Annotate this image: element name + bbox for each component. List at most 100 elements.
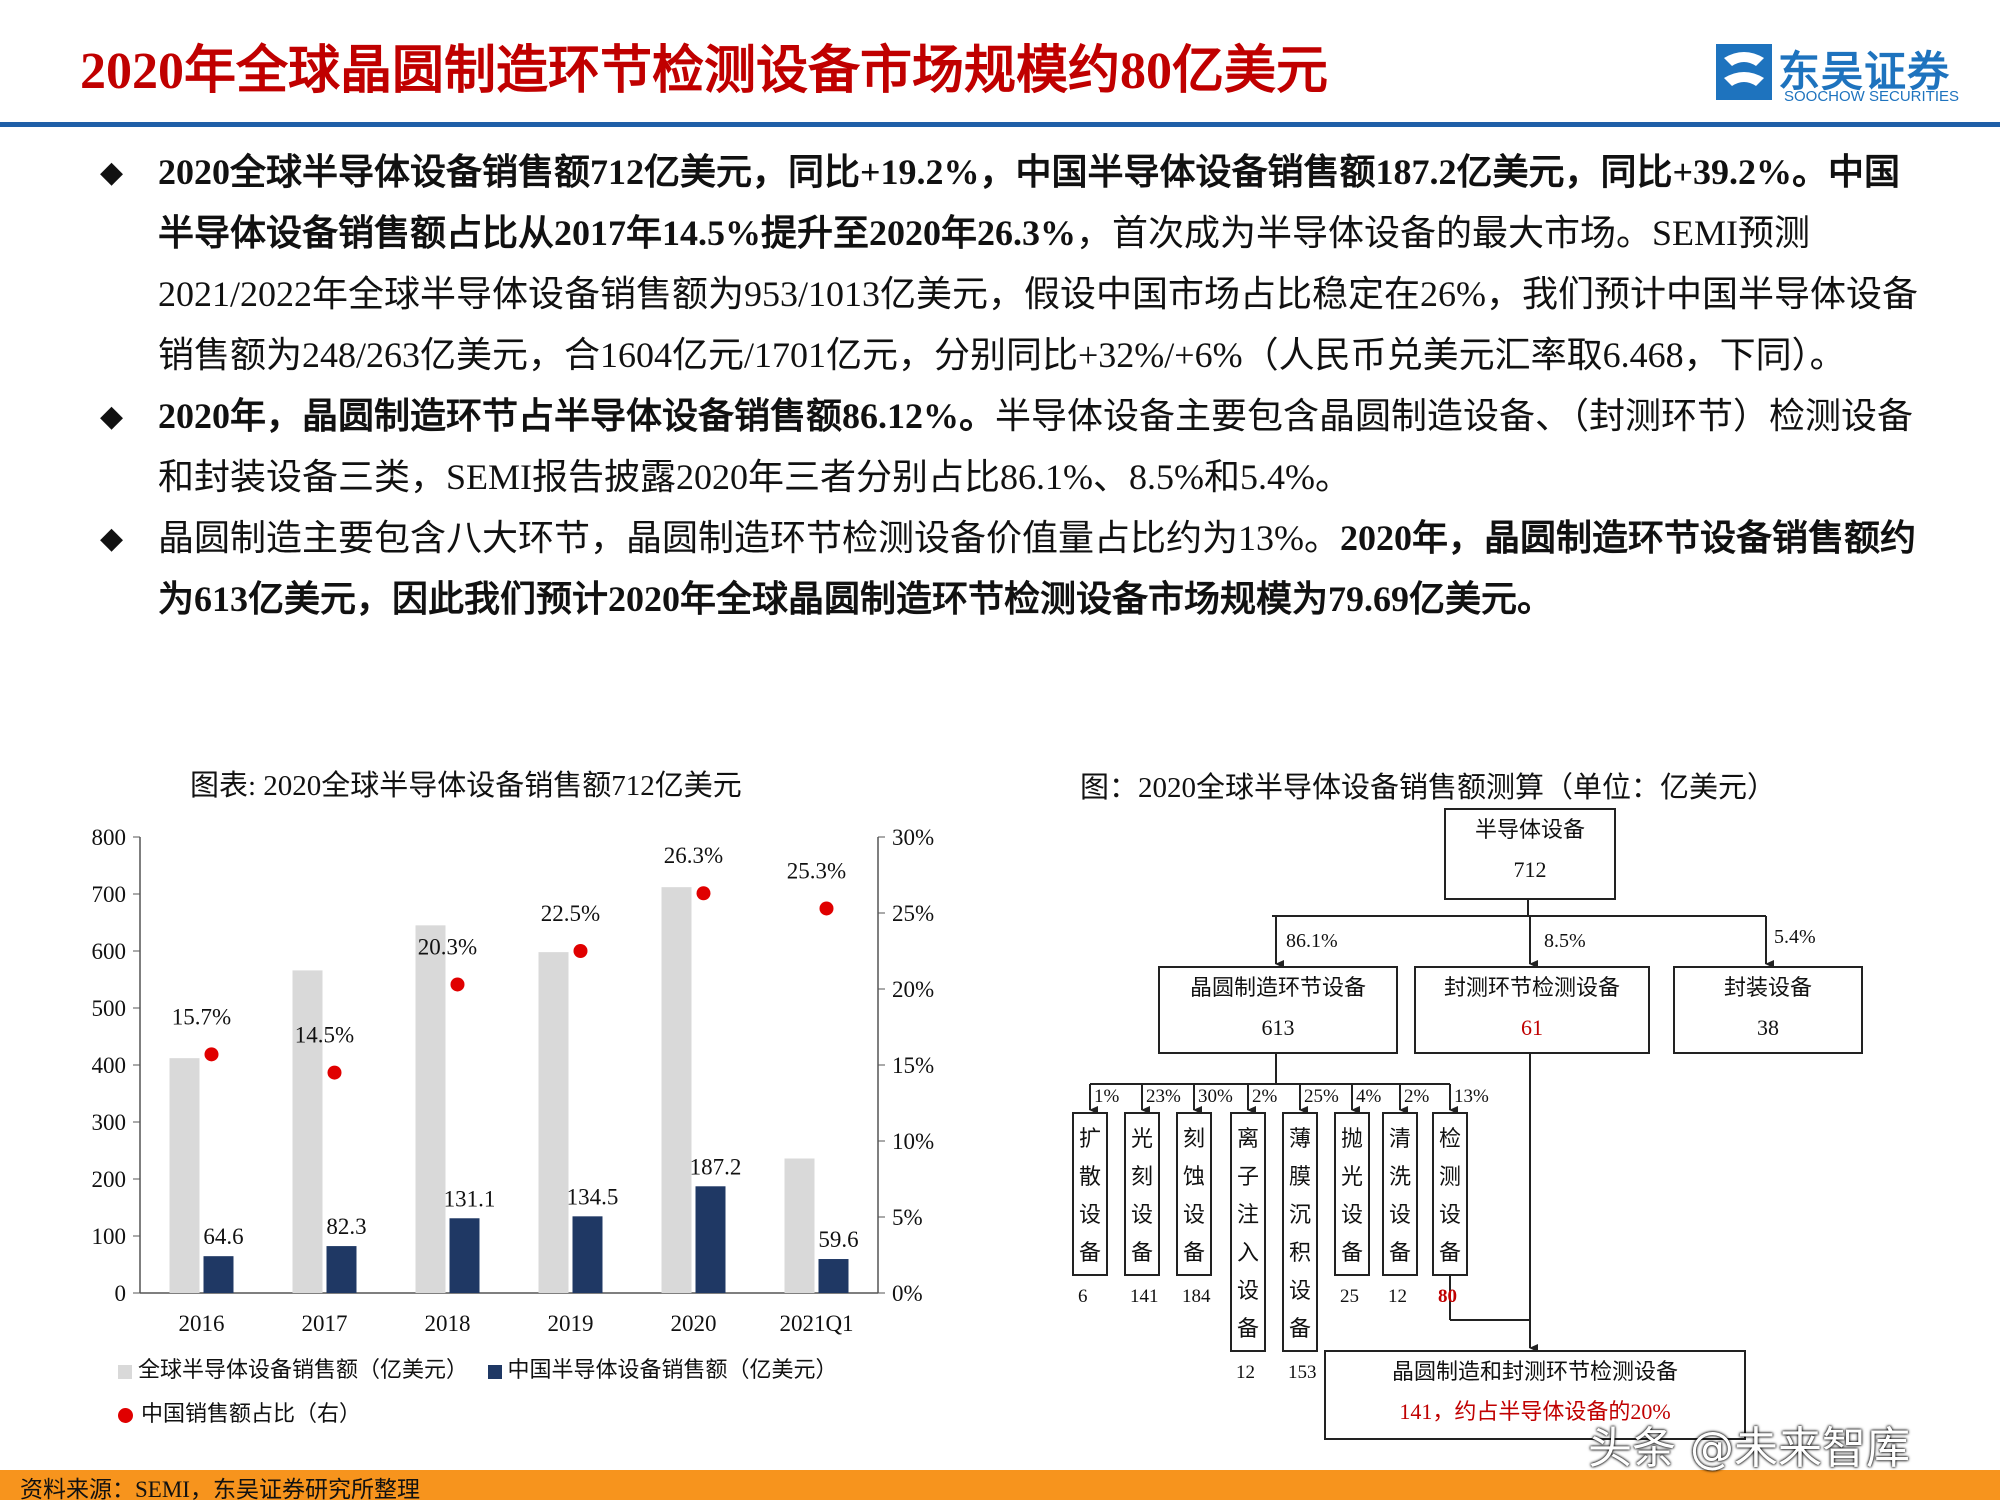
edge-pct-label: 2% bbox=[1404, 1086, 1430, 1107]
y-tick-label: 200 bbox=[92, 1167, 127, 1192]
x-tick-label: 2019 bbox=[548, 1311, 594, 1336]
node-level2: 薄膜沉积设备 bbox=[1282, 1112, 1318, 1352]
x-tick-label: 2016 bbox=[179, 1311, 225, 1336]
vertical-char: 光 bbox=[1340, 1164, 1363, 1189]
node-level2: 光刻设备 bbox=[1124, 1112, 1160, 1276]
node-level1: 封装设备 38 bbox=[1673, 966, 1863, 1054]
node-value: 613 bbox=[1261, 1015, 1295, 1040]
node-value: 61 bbox=[1521, 1015, 1543, 1040]
legend-label-global: 全球半导体设备销售额（亿美元） bbox=[138, 1357, 469, 1382]
y-tick-label: 0 bbox=[115, 1281, 127, 1306]
bar-global bbox=[538, 952, 569, 1293]
edge-pct-label: 5.4% bbox=[1774, 926, 1816, 948]
edge-pct-label: 30% bbox=[1198, 1086, 1233, 1107]
x-tick-label: 2021Q1 bbox=[779, 1311, 853, 1336]
vertical-char: 清 bbox=[1388, 1126, 1411, 1151]
y-tick-label: 400 bbox=[92, 1053, 127, 1078]
x-tick-label: 2017 bbox=[302, 1311, 348, 1336]
node-summary-value: 141，约占半导体设备的20% bbox=[1399, 1399, 1671, 1424]
legend-swatch-global bbox=[118, 1364, 132, 1379]
edge-pct-label: 1% bbox=[1094, 1086, 1120, 1107]
vertical-char: 设 bbox=[1438, 1202, 1461, 1227]
y-tick-label: 600 bbox=[92, 939, 127, 964]
vertical-char: 备 bbox=[1130, 1240, 1153, 1265]
node-level2-value: 6 bbox=[1078, 1286, 1088, 1307]
bar-china-label: 59.6 bbox=[818, 1227, 858, 1252]
bar-global bbox=[661, 887, 692, 1293]
node-level2: 清洗设备 bbox=[1382, 1112, 1418, 1276]
chart-title: 图表: 2020全球半导体设备销售额712亿美元 bbox=[190, 770, 742, 802]
legend-label-china: 中国半导体设备销售额（亿美元） bbox=[507, 1357, 838, 1382]
vertical-char: 备 bbox=[1182, 1240, 1205, 1265]
node-level2: 离子注入设备 bbox=[1230, 1112, 1266, 1352]
bullet-item: ◆ 2020年，晶圆制造环节占半导体设备销售额86.12%。半导体设备主要包含晶圆… bbox=[96, 386, 1926, 508]
company-logo: 东吴证券 SOOCHOW SECURITIES bbox=[1716, 44, 1970, 106]
vertical-char: 设 bbox=[1182, 1202, 1205, 1227]
chart-legend: 全球半导体设备销售额（亿美元） 中国半导体设备销售额（亿美元） 中国销售额占比（… bbox=[118, 1352, 838, 1440]
y2-tick-label: 15% bbox=[892, 1053, 934, 1078]
bullet-list: ◆ 2020全球半导体设备销售额712亿美元，同比+19.2%，中国半导体设备销售… bbox=[96, 142, 1926, 630]
node-level2: 扩散设备 bbox=[1072, 1112, 1108, 1276]
share-point-label: 26.3% bbox=[664, 843, 723, 868]
footer-source: 资料来源：SEMI，东吴证券研究所整理 bbox=[20, 1477, 420, 1502]
vertical-char: 入 bbox=[1236, 1240, 1259, 1265]
share-point-label: 22.5% bbox=[541, 901, 600, 926]
vertical-char: 设 bbox=[1340, 1202, 1363, 1227]
bar-global bbox=[169, 1058, 200, 1293]
x-tick-label: 2020 bbox=[671, 1311, 717, 1336]
bullet-text: 半导体设备主要包含晶圆制造设备、（封测环节）检测设备和封装设备三类，SEMI报告… bbox=[158, 396, 1914, 497]
header-divider bbox=[0, 122, 2000, 127]
bar-china-label: 187.2 bbox=[690, 1154, 742, 1179]
bullet-text: ，首次成为半导体设备的最大市场。SEMI预测2021/2022年全球半导体设备销… bbox=[158, 213, 1918, 375]
bar-china bbox=[203, 1256, 234, 1293]
bar-china bbox=[695, 1186, 726, 1293]
node-level1: 封测环节检测设备 61 bbox=[1414, 966, 1650, 1054]
y-tick-label: 300 bbox=[92, 1110, 127, 1135]
node-level2-value: 12 bbox=[1236, 1362, 1255, 1383]
vertical-char: 备 bbox=[1438, 1240, 1461, 1265]
y-tick-label: 500 bbox=[92, 996, 127, 1021]
vertical-char: 扩 bbox=[1078, 1126, 1101, 1151]
bar-global bbox=[415, 925, 446, 1293]
y-tick-label: 100 bbox=[92, 1224, 127, 1249]
share-point-label: 14.5% bbox=[295, 1023, 354, 1048]
edge-pct-label: 25% bbox=[1304, 1086, 1339, 1107]
vertical-char: 薄 bbox=[1288, 1126, 1311, 1151]
node-level2-value: 80 bbox=[1438, 1286, 1457, 1307]
node-name: 封装设备 bbox=[1723, 975, 1812, 1000]
diamond-bullet-icon: ◆ bbox=[100, 155, 124, 190]
y2-tick-label: 0% bbox=[892, 1281, 923, 1306]
node-root-name: 半导体设备 bbox=[1474, 817, 1585, 842]
bar-china bbox=[326, 1246, 357, 1293]
sales-chart: 0 100 200 300 400 500 600 700 800 0% 5% 10% 15% 20% 25… bbox=[92, 825, 935, 1336]
bar-china-label: 82.3 bbox=[326, 1214, 366, 1239]
vertical-char: 设 bbox=[1078, 1202, 1101, 1227]
vertical-char: 子 bbox=[1236, 1164, 1259, 1189]
vertical-char: 积 bbox=[1288, 1240, 1311, 1265]
y-tick-label: 800 bbox=[92, 825, 127, 850]
vertical-char: 设 bbox=[1388, 1202, 1411, 1227]
node-level2: 抛光设备 bbox=[1334, 1112, 1370, 1276]
legend-item-share: 中国销售额占比（右） bbox=[118, 1396, 838, 1440]
share-point bbox=[327, 1065, 342, 1080]
vertical-char: 备 bbox=[1236, 1316, 1259, 1341]
bar-china-label: 134.5 bbox=[567, 1184, 619, 1209]
y2-tick-label: 10% bbox=[892, 1129, 934, 1154]
legend-swatch-china bbox=[487, 1364, 502, 1379]
y2-tick-label: 5% bbox=[892, 1205, 923, 1230]
vertical-char: 备 bbox=[1388, 1240, 1411, 1265]
share-point bbox=[819, 901, 834, 916]
bar-china bbox=[449, 1218, 480, 1293]
node-level2: 检测设备 bbox=[1432, 1112, 1468, 1276]
share-point-label: 15.7% bbox=[172, 1004, 231, 1029]
diagram-title: 图：2020全球半导体设备销售额测算（单位：亿美元） bbox=[1080, 772, 1777, 804]
vertical-char: 设 bbox=[1130, 1202, 1153, 1227]
bar-china-label: 64.6 bbox=[203, 1224, 243, 1249]
bullet-item: ◆ 晶圆制造主要包含八大环节，晶圆制造环节检测设备价值量占比约为13%。2020年… bbox=[96, 508, 1926, 630]
watermark: 头条 @未来智库 bbox=[1588, 1423, 1910, 1474]
node-level2: 刻蚀设备 bbox=[1176, 1112, 1212, 1276]
node-name: 晶圆制造环节设备 bbox=[1189, 975, 1366, 1000]
vertical-char: 刻 bbox=[1130, 1164, 1153, 1189]
node-summary: 晶圆制造和封测环节检测设备 141，约占半导体设备的20% bbox=[1324, 1350, 1746, 1440]
share-point-label: 20.3% bbox=[418, 934, 477, 959]
